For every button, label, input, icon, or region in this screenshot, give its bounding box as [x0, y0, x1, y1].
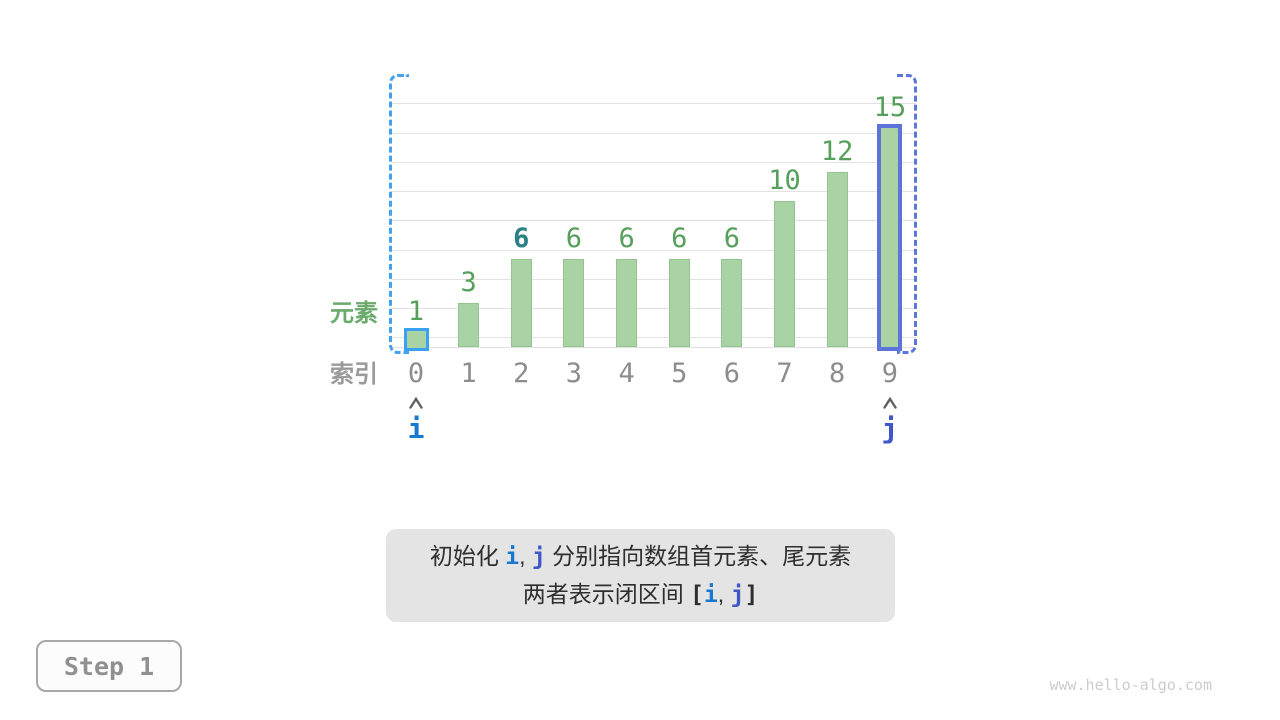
bar-value-label: 6	[671, 223, 688, 255]
bar-value-label: 6	[723, 223, 741, 255]
bar-value-label: 6	[513, 223, 530, 255]
bar	[458, 303, 480, 347]
index-axis-label: 索引	[330, 361, 378, 388]
caption-text-segment: j	[730, 581, 745, 608]
caption-line-2: 两者表示闭区间 [i, j]	[523, 576, 759, 614]
x-tick-label: 4	[618, 358, 635, 389]
bar-value-label: 3	[460, 267, 477, 299]
grid-line	[391, 249, 916, 251]
bar	[668, 259, 690, 347]
watermark: www.hello-algo.com	[1049, 676, 1212, 694]
bar-value-label: 12	[820, 135, 854, 167]
caption-text-segment: 分别指向数组首元素、尾元素	[545, 542, 852, 569]
x-tick-label: 7	[776, 358, 793, 389]
step-badge: Step 1	[36, 640, 182, 692]
grid-line	[391, 132, 916, 134]
pointer-label-i: i	[407, 412, 425, 445]
bar-highlighted	[877, 124, 903, 351]
bar-value-label: 1	[407, 296, 425, 328]
caption-text-segment: i	[703, 581, 718, 608]
grid-line	[391, 161, 916, 163]
grid-line	[391, 337, 916, 339]
bar	[826, 171, 848, 347]
grid-line	[391, 103, 916, 105]
pointer-label-j: j	[881, 412, 899, 445]
baseline	[391, 347, 916, 348]
pointer-caret-icon	[408, 396, 424, 409]
grid-line	[391, 220, 916, 222]
bar-value-label: 10	[768, 165, 801, 196]
x-tick-label: 6	[723, 358, 741, 389]
caption-text-segment: ]	[744, 581, 759, 608]
caption-text-segment: i	[505, 543, 520, 570]
x-tick-label: 2	[513, 358, 530, 389]
bar	[774, 201, 796, 347]
caption-text-segment: 初始化	[429, 542, 506, 569]
step-label: Step 1	[63, 651, 155, 681]
bar	[616, 259, 638, 347]
selection-bracket-right	[896, 74, 917, 354]
x-tick-label: 9	[881, 358, 898, 389]
x-tick-label: 0	[407, 358, 425, 389]
caption-line-1: 初始化 i, j 分别指向数组首元素、尾元素	[430, 538, 851, 576]
bar-highlighted	[403, 328, 429, 351]
x-tick-label: 8	[829, 358, 846, 389]
grid-line	[391, 308, 916, 310]
caption-box: 初始化 i, j 分别指向数组首元素、尾元素 两者表示闭区间 [i, j]	[386, 529, 895, 622]
bar	[510, 259, 532, 347]
x-tick-label: 3	[565, 358, 583, 389]
caption-text-segment: j	[531, 543, 546, 570]
caption-text-segment: 两者表示闭区间	[522, 580, 691, 607]
selection-bracket-left	[389, 74, 409, 354]
bar-value-label: 6	[618, 223, 635, 255]
element-axis-label: 元素	[330, 300, 378, 327]
grid-line	[391, 191, 916, 193]
bar-value-label: 15	[873, 92, 907, 123]
caption-text-segment: ,	[519, 542, 532, 569]
bar	[721, 259, 743, 347]
grid-line	[391, 278, 916, 280]
caption-text-segment: [	[690, 581, 704, 608]
x-tick-label: 5	[671, 358, 688, 389]
bar	[563, 259, 585, 347]
pointer-caret-icon	[882, 396, 898, 409]
bar-value-label: 6	[565, 223, 583, 255]
caption-text-segment: ,	[717, 580, 731, 607]
x-tick-label: 1	[460, 358, 477, 389]
